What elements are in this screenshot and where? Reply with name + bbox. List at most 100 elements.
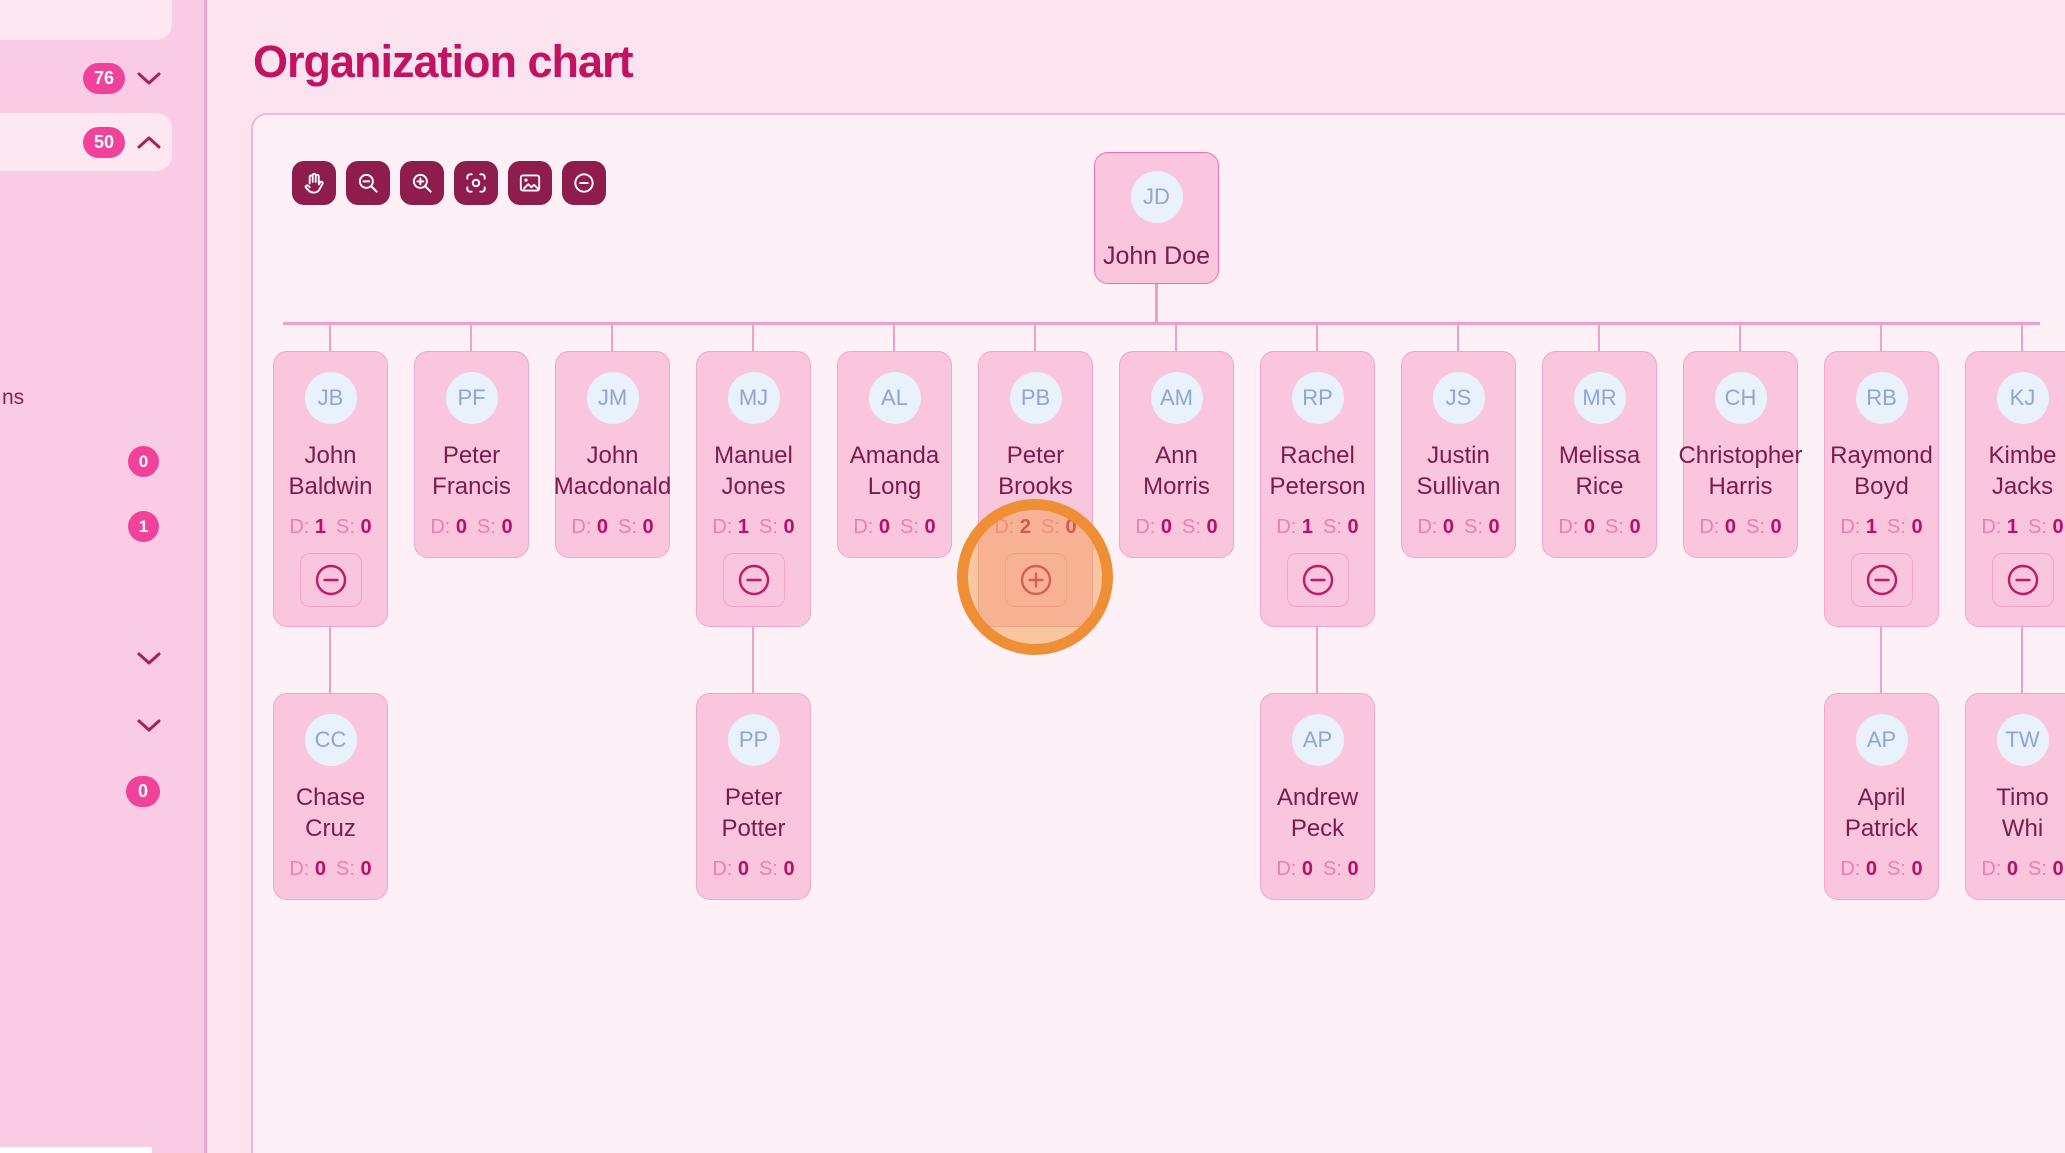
org-node-root[interactable]: JD John Doe [1094, 152, 1219, 284]
avatar: KJ [1996, 372, 2049, 424]
connector-line [283, 322, 2040, 325]
avatar: CH [1714, 372, 1767, 424]
connector-line [611, 325, 613, 351]
sidebar-count-badge: 0 [126, 776, 160, 807]
node-name: Amanda Long [849, 442, 940, 500]
sidebar-item-label: ns [2, 386, 25, 409]
avatar: AP [1855, 714, 1908, 766]
collapse-node-button[interactable] [1991, 553, 2054, 607]
avatar: JS [1432, 372, 1485, 424]
chevron-down-icon[interactable] [136, 71, 162, 87]
avatar: PB [1009, 372, 1062, 424]
node-stats: D: 1 S: 0 [1276, 516, 1359, 538]
connector-line [470, 325, 472, 351]
circle-minus-icon [574, 173, 594, 193]
connector-line [1457, 325, 1459, 351]
connector-line [752, 325, 754, 351]
node-name: Justin Sullivan [1416, 442, 1501, 500]
node-name: Timo Whi [1996, 784, 2049, 842]
org-node[interactable]: JM John Macdonald D: 0 S: 0 [554, 351, 671, 558]
connector-line [1155, 284, 1158, 323]
org-chart-panel [251, 113, 2065, 1153]
chevron-down-icon[interactable] [136, 718, 162, 734]
sidebar-top-card [0, 0, 172, 40]
org-node[interactable]: AP April Patrick D: 0 S: 0 [1824, 693, 1939, 900]
center-view-button[interactable] [454, 161, 498, 205]
collapse-all-button[interactable] [562, 161, 606, 205]
avatar: RP [1291, 372, 1344, 424]
org-node[interactable]: RB Raymond Boyd D: 1 S: 0 [1824, 351, 1939, 627]
sidebar-scrollbar[interactable] [0, 1147, 152, 1153]
pan-hand-icon [304, 172, 324, 194]
node-stats: D: 0 S: 0 [571, 516, 654, 538]
collapse-node-button[interactable] [1286, 553, 1349, 607]
node-stats: D: 0 S: 0 [712, 858, 795, 880]
org-node[interactable]: TW Timo Whi D: 0 S: 0 [1965, 693, 2065, 900]
sidebar-count-badge: 1 [128, 511, 159, 542]
connector-line [1316, 627, 1318, 693]
org-node[interactable]: KJ Kimbe Jacks D: 1 S: 0 [1965, 351, 2065, 627]
org-node[interactable]: CH Christopher Harris D: 0 S: 0 [1678, 351, 1803, 558]
node-stats: D: 1 S: 0 [1840, 516, 1923, 538]
chevron-down-icon[interactable] [136, 651, 162, 667]
collapse-node-button[interactable] [722, 553, 785, 607]
connector-line [893, 325, 895, 351]
node-stats: D: 0 S: 0 [1417, 516, 1500, 538]
node-name: Melissa Rice [1558, 442, 1641, 500]
org-node[interactable]: CC Chase Cruz D: 0 S: 0 [273, 693, 388, 900]
connector-line [1175, 325, 1177, 351]
pan-hand-button[interactable] [292, 161, 336, 205]
connector-line [2021, 627, 2023, 693]
node-name: Manuel Jones [714, 442, 793, 500]
collapse-node-button[interactable] [299, 553, 362, 607]
chevron-up-icon[interactable] [136, 134, 162, 150]
collapse-node-button[interactable] [1850, 553, 1913, 607]
node-stats: D: 0 S: 0 [853, 516, 936, 538]
node-name: Peter Brooks [998, 442, 1073, 500]
org-node[interactable]: PP Peter Potter D: 0 S: 0 [696, 693, 811, 900]
zoom-out-icon [358, 173, 378, 193]
zoom-out-button[interactable] [346, 161, 390, 205]
node-stats: D: 1 S: 0 [1981, 516, 2064, 538]
org-node[interactable]: RP Rachel Peterson D: 1 S: 0 [1260, 351, 1375, 627]
center-view-icon [466, 173, 486, 193]
avatar: PP [727, 714, 780, 766]
connector-line [2021, 325, 2023, 351]
org-node[interactable]: MR Melissa Rice D: 0 S: 0 [1542, 351, 1657, 558]
page-title: Organization chart [253, 36, 634, 88]
org-node[interactable]: AP Andrew Peck D: 0 S: 0 [1260, 693, 1375, 900]
org-node[interactable]: PF Peter Francis D: 0 S: 0 [414, 351, 529, 558]
sidebar-count-badge: 76 [83, 63, 125, 94]
circle-minus-icon [738, 564, 769, 596]
avatar: TW [1996, 714, 2049, 766]
org-node[interactable]: MJ Manuel Jones D: 1 S: 0 [696, 351, 811, 627]
zoom-in-button[interactable] [400, 161, 444, 205]
avatar: CC [304, 714, 357, 766]
node-stats: D: 0 S: 0 [1276, 858, 1359, 880]
avatar: RB [1855, 372, 1908, 424]
node-stats: D: 0 S: 0 [1558, 516, 1641, 538]
org-node[interactable]: AM Ann Morris D: 0 S: 0 [1119, 351, 1234, 558]
avatar: PF [445, 372, 498, 424]
export-image-button[interactable] [508, 161, 552, 205]
connector-line [329, 627, 331, 693]
avatar: AP [1291, 714, 1344, 766]
avatar: JD [1130, 171, 1183, 223]
connector-line [1316, 325, 1318, 351]
circle-minus-icon [315, 564, 346, 596]
connector-line [329, 325, 331, 351]
connector-line [1880, 325, 1882, 351]
node-name: Andrew Peck [1276, 784, 1359, 842]
connector-line [1034, 325, 1036, 351]
sidebar-count-badge: 0 [128, 446, 159, 477]
node-stats: D: 0 S: 0 [1981, 858, 2064, 880]
org-node[interactable]: AL Amanda Long D: 0 S: 0 [837, 351, 952, 558]
connector-line [1880, 627, 1882, 693]
node-stats: D: 1 S: 0 [289, 516, 372, 538]
org-node[interactable]: JB John Baldwin D: 1 S: 0 [273, 351, 388, 627]
org-node[interactable]: JS Justin Sullivan D: 0 S: 0 [1401, 351, 1516, 558]
sidebar-count-badge: 50 [83, 127, 125, 158]
node-stats: D: 0 S: 0 [1840, 858, 1923, 880]
connector-line [752, 627, 754, 693]
